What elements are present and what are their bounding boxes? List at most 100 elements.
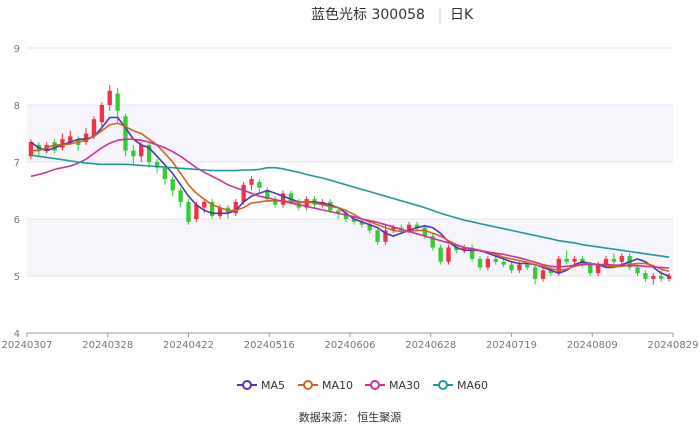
legend-item-ma30[interactable]: MA30 <box>365 379 420 392</box>
candle <box>619 253 624 265</box>
candle-body <box>194 204 199 219</box>
candle-body <box>343 213 349 219</box>
y-tick-label: 6 <box>14 215 20 226</box>
candle-body <box>162 167 168 180</box>
candle-body <box>68 136 73 143</box>
candle <box>430 233 435 251</box>
candle-body <box>462 247 467 251</box>
ma-line-ma10 <box>30 122 670 273</box>
candle <box>162 164 168 185</box>
candle-body <box>556 258 561 274</box>
candle-body <box>501 261 506 265</box>
x-tick-label: 20240829 <box>648 340 699 351</box>
moving-average-lines <box>30 116 670 277</box>
candle-body <box>375 230 380 242</box>
candle-body <box>336 210 341 214</box>
candle-body <box>202 201 207 208</box>
plot-band <box>27 219 673 276</box>
candle-body <box>406 224 412 231</box>
y-axis-ticks: 4 5 6 7 8 9 <box>14 44 20 340</box>
candle <box>186 199 191 225</box>
candle <box>501 258 506 268</box>
candle <box>280 190 286 208</box>
candle <box>367 221 372 234</box>
candle-body <box>446 247 451 262</box>
x-tick-label: 20240628 <box>405 340 456 351</box>
legend-item-ma60[interactable]: MA60 <box>433 379 488 392</box>
candle-body <box>619 256 624 262</box>
data-source: 数据来源： 恒生聚源 <box>299 410 402 424</box>
candle-body <box>525 264 530 268</box>
grid-lines <box>27 47 673 334</box>
candle-body <box>509 264 514 271</box>
candle <box>414 221 420 231</box>
candle-body <box>540 270 546 279</box>
candle <box>225 204 231 219</box>
candle-body <box>52 142 57 151</box>
candle <box>532 264 538 285</box>
legend-label: MA30 <box>389 379 420 392</box>
candle <box>146 142 152 168</box>
plot-bands <box>27 105 673 276</box>
candle-body <box>131 150 136 157</box>
x-tick-label: 20240809 <box>567 340 618 351</box>
candle-body <box>477 258 483 268</box>
candle <box>469 244 475 262</box>
candle <box>249 176 254 191</box>
ma-line-ma30 <box>30 138 670 269</box>
candle-body <box>359 221 364 225</box>
candle <box>107 85 112 111</box>
legend-label: MA10 <box>322 379 353 392</box>
candle-body <box>83 133 89 143</box>
candle <box>611 253 617 265</box>
legend[interactable]: MA5 MA10 MA30 MA60 <box>237 379 488 392</box>
candle-body <box>595 264 601 274</box>
candle <box>438 244 443 265</box>
candle <box>572 256 577 265</box>
candle-body <box>178 190 183 202</box>
candle-body <box>146 144 152 162</box>
candle-body <box>517 264 522 271</box>
candle-body <box>123 116 128 151</box>
candle-body <box>186 201 191 222</box>
candle <box>83 127 89 145</box>
y-tick-label: 5 <box>14 272 20 283</box>
candle-body <box>430 236 435 248</box>
x-tick-label: 20240606 <box>325 340 376 351</box>
candle-body <box>588 264 593 274</box>
candle <box>115 87 120 123</box>
candle-body <box>257 181 262 188</box>
candle <box>485 256 491 271</box>
candle <box>462 244 467 254</box>
candle-body <box>651 276 656 279</box>
candle-body <box>115 93 120 111</box>
candle-body <box>485 258 491 268</box>
candle <box>99 102 105 128</box>
y-tick-label: 7 <box>14 158 20 169</box>
candle-body <box>280 193 286 205</box>
candle-body <box>666 276 672 279</box>
candle <box>304 196 309 211</box>
candle <box>477 256 483 271</box>
legend-item-ma5[interactable]: MA5 <box>237 379 285 392</box>
candle-body <box>265 190 270 200</box>
x-tick-label: 20240307 <box>2 340 53 351</box>
candle-body <box>643 273 648 279</box>
x-tick-label: 20240719 <box>486 340 537 351</box>
candle-body <box>454 247 459 251</box>
legend-marker <box>438 380 448 390</box>
candle-body <box>564 258 569 262</box>
legend-marker <box>370 380 380 390</box>
candle-body <box>272 199 278 205</box>
candle <box>509 261 514 274</box>
candle-body <box>603 258 609 265</box>
candle <box>446 244 451 265</box>
legend-item-ma10[interactable]: MA10 <box>298 379 353 392</box>
candle-body <box>241 184 246 202</box>
x-tick-label: 20240328 <box>82 340 133 351</box>
candle <box>351 216 357 225</box>
x-tick-label: 20240422 <box>163 340 214 351</box>
period-label: 日K <box>450 7 474 23</box>
x-axis-ticks: 20240307 20240328 20240422 20240516 20240606… <box>2 333 699 351</box>
candle-body <box>28 142 34 157</box>
